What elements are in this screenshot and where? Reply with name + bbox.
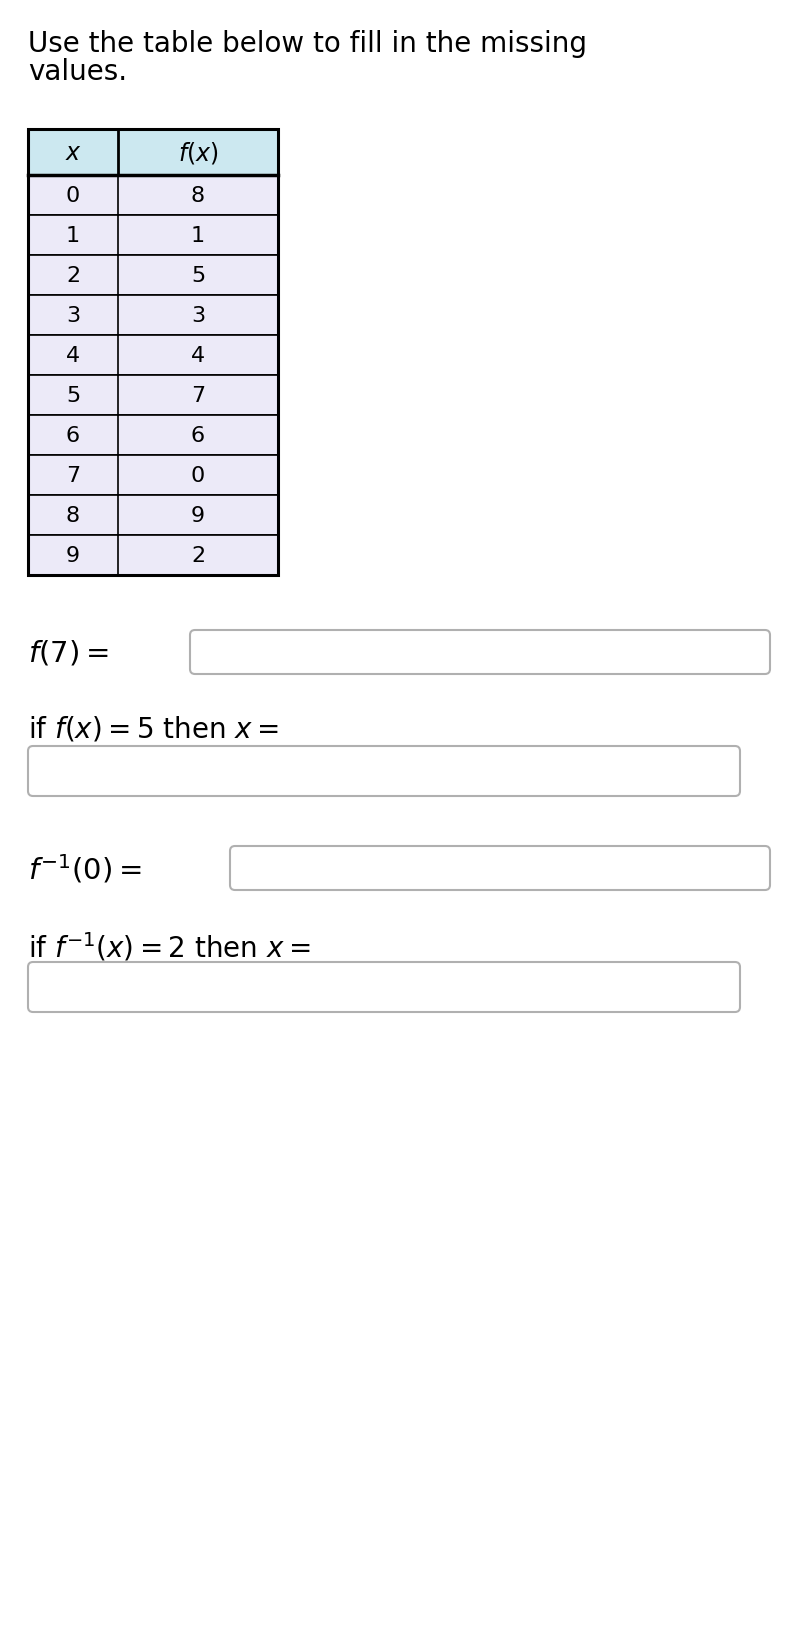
Text: 7: 7 [191,385,205,406]
FancyBboxPatch shape [230,847,770,891]
Text: 6: 6 [66,426,80,446]
Text: 0: 0 [191,465,205,486]
Bar [28,416,278,455]
Bar [28,131,278,176]
Text: $x$: $x$ [65,140,82,165]
Text: 8: 8 [191,186,205,206]
Bar [28,256,278,295]
Text: 9: 9 [66,545,80,566]
Bar [28,496,278,535]
Text: 3: 3 [191,305,205,326]
Text: 8: 8 [66,506,80,526]
FancyBboxPatch shape [28,963,740,1012]
Text: 5: 5 [191,266,205,286]
Text: 1: 1 [66,225,80,246]
Bar [28,375,278,416]
Text: 0: 0 [66,186,80,206]
Text: 2: 2 [191,545,205,566]
Text: values.: values. [28,59,127,86]
Text: $f(7) =$: $f(7) =$ [28,638,109,667]
Text: 4: 4 [66,346,80,366]
Text: 2: 2 [66,266,80,286]
Bar [28,535,278,576]
FancyBboxPatch shape [28,746,740,796]
Text: $f(x)$: $f(x)$ [178,140,218,166]
Text: 6: 6 [191,426,205,446]
Text: 7: 7 [66,465,80,486]
Bar [28,131,278,576]
Bar [28,295,278,336]
FancyBboxPatch shape [190,630,770,674]
Bar [28,176,278,215]
Text: $f^{-1}(0) =$: $f^{-1}(0) =$ [28,852,142,885]
Text: if $f(x) = 5$ then $x =$: if $f(x) = 5$ then $x =$ [28,715,279,744]
Text: Use the table below to fill in the missing: Use the table below to fill in the missi… [28,29,587,59]
Text: 4: 4 [191,346,205,366]
Bar [28,455,278,496]
Bar [28,215,278,256]
Text: if $f^{-1}(x) = 2$ then $x =$: if $f^{-1}(x) = 2$ then $x =$ [28,930,310,963]
Text: 1: 1 [191,225,205,246]
Text: 5: 5 [66,385,80,406]
Text: 9: 9 [191,506,205,526]
Text: 3: 3 [66,305,80,326]
Bar [28,336,278,375]
